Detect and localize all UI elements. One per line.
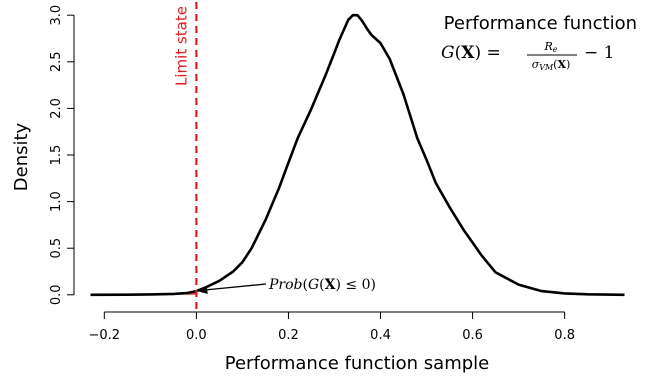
y-tick-label: 3.0 xyxy=(49,5,64,26)
y-tick-label: 1.5 xyxy=(49,145,64,166)
y-tick-label: 1.0 xyxy=(49,191,64,212)
svg-text:σVM(X): σVM(X) xyxy=(532,58,571,72)
limit-state-label: Limit state xyxy=(172,6,190,86)
y-tick-label: 0.0 xyxy=(49,284,64,305)
x-axis-title: Performance function sample xyxy=(225,353,489,374)
x-tick-label: 0.4 xyxy=(370,328,391,343)
y-tick-label: 0.5 xyxy=(49,238,64,259)
svg-text:Prob(G(X) ≤ 0): Prob(G(X) ≤ 0) xyxy=(268,277,376,293)
formula-annotation: G(X) = Re σVM(X) − 1 xyxy=(441,40,614,72)
tail-area-fill xyxy=(90,291,197,295)
x-tick-label: 0.6 xyxy=(462,328,483,343)
density-curve xyxy=(90,13,625,297)
tail-probability-area xyxy=(90,291,197,295)
svg-text:G(X) =: G(X) = xyxy=(441,43,501,63)
y-tick-label: 2.5 xyxy=(49,51,64,72)
x-tick-label: 0.2 xyxy=(278,328,299,343)
x-axis-ticks: −0.2 0.0 0.2 0.4 0.6 0.8 xyxy=(89,312,575,343)
y-tick-label: 2.0 xyxy=(49,98,64,119)
x-tick-label: 0.8 xyxy=(554,328,575,343)
probability-arrow xyxy=(203,283,267,291)
probability-label: Prob(G(X) ≤ 0) xyxy=(268,277,376,293)
svg-text:− 1: − 1 xyxy=(584,43,614,63)
svg-text:Re: Re xyxy=(543,40,557,54)
y-axis-title: Density xyxy=(11,122,32,191)
x-tick-label: 0.0 xyxy=(186,328,207,343)
y-axis-ticks: 0.0 0.5 1.0 1.5 2.0 2.5 3.0 xyxy=(49,5,74,305)
annotation-title: Performance function xyxy=(444,13,637,34)
probability-arrowhead xyxy=(197,286,208,294)
x-tick-label: −0.2 xyxy=(89,328,121,343)
